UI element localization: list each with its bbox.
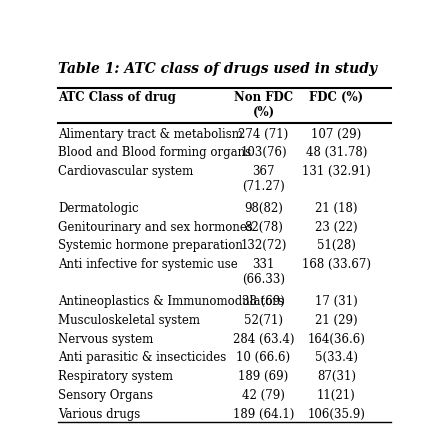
Text: 189 (69): 189 (69) — [238, 369, 289, 382]
Text: 5(33.4): 5(33.4) — [315, 351, 358, 363]
Text: Musculoskeletal system: Musculoskeletal system — [58, 313, 200, 326]
Text: 10 (66.6): 10 (66.6) — [237, 351, 290, 363]
Text: 21 (29): 21 (29) — [315, 313, 358, 326]
Text: 106(35.9): 106(35.9) — [307, 407, 365, 420]
Text: 87(31): 87(31) — [317, 369, 356, 382]
Text: Genitourinary and sex hormones: Genitourinary and sex hormones — [58, 220, 253, 233]
Text: 98(82): 98(82) — [244, 201, 283, 214]
Text: Alimentary tract & metabolism: Alimentary tract & metabolism — [58, 127, 243, 140]
Text: 331
(66.33): 331 (66.33) — [242, 258, 285, 286]
Text: Respiratory system: Respiratory system — [58, 369, 173, 382]
Text: 284 (63.4): 284 (63.4) — [233, 332, 294, 345]
Text: 38 (69): 38 (69) — [242, 294, 285, 307]
Text: Cardiovascular system: Cardiovascular system — [58, 164, 194, 178]
Text: 274 (71): 274 (71) — [238, 127, 289, 140]
Text: Non FDC
(%): Non FDC (%) — [234, 91, 293, 119]
Text: 48 (31.78): 48 (31.78) — [306, 146, 367, 159]
Text: 107 (29): 107 (29) — [311, 127, 362, 140]
Text: Anti parasitic & insecticides: Anti parasitic & insecticides — [58, 351, 226, 363]
Text: 367
(71.27): 367 (71.27) — [242, 164, 285, 193]
Text: 51(28): 51(28) — [317, 239, 356, 252]
Text: Nervous system: Nervous system — [58, 332, 153, 345]
Text: 82(78): 82(78) — [244, 220, 283, 233]
Text: 17 (31): 17 (31) — [315, 294, 358, 307]
Text: 21 (18): 21 (18) — [315, 201, 358, 214]
Text: 132(72): 132(72) — [240, 239, 287, 252]
Text: 131 (32.91): 131 (32.91) — [302, 164, 371, 178]
Text: 52(71): 52(71) — [244, 313, 283, 326]
Text: Blood and Blood forming organs: Blood and Blood forming organs — [58, 146, 251, 159]
Text: ATC Class of drug: ATC Class of drug — [58, 91, 176, 104]
Text: Anti infective for systemic use: Anti infective for systemic use — [58, 258, 238, 270]
Text: 168 (33.67): 168 (33.67) — [302, 258, 371, 270]
Text: FDC (%): FDC (%) — [309, 91, 364, 104]
Text: Various drugs: Various drugs — [58, 407, 141, 420]
Text: 164(36.6): 164(36.6) — [307, 332, 365, 345]
Text: 23 (22): 23 (22) — [315, 220, 358, 233]
Text: Systemic hormone preparation: Systemic hormone preparation — [58, 239, 243, 252]
Text: Sensory Organs: Sensory Organs — [58, 388, 153, 401]
Text: 42 (79): 42 (79) — [242, 388, 285, 401]
Text: 103(76): 103(76) — [240, 146, 287, 159]
Text: 11(21): 11(21) — [317, 388, 356, 401]
Text: Antineoplastics & Immunomodulators: Antineoplastics & Immunomodulators — [58, 294, 284, 307]
Text: Dermatologic: Dermatologic — [58, 201, 139, 214]
Text: Table 1: ATC class of drugs used in study: Table 1: ATC class of drugs used in stud… — [58, 62, 377, 76]
Text: 189 (64.1): 189 (64.1) — [233, 407, 294, 420]
